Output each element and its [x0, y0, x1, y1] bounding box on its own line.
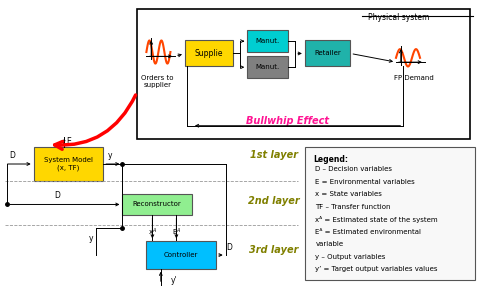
Text: Physical system: Physical system: [368, 13, 429, 22]
Text: y: y: [108, 151, 112, 160]
Text: x = State variables: x = State variables: [315, 191, 382, 197]
Bar: [146, 241, 216, 269]
Text: E$^A$: E$^A$: [172, 227, 181, 238]
Bar: [247, 30, 288, 52]
Bar: [34, 147, 103, 181]
Text: y: y: [89, 234, 94, 243]
Text: 1st layer: 1st layer: [250, 150, 298, 160]
Text: System Model
(x, TF): System Model (x, TF): [44, 157, 93, 171]
Bar: [305, 40, 350, 66]
Text: E: E: [66, 137, 71, 146]
Text: Reconstructor: Reconstructor: [133, 201, 181, 208]
Text: FP Demand: FP Demand: [394, 75, 433, 81]
Text: Supplie: Supplie: [194, 49, 223, 58]
Text: x$^A$: x$^A$: [148, 227, 157, 238]
Bar: [122, 194, 192, 215]
Text: 2nd layer: 2nd layer: [248, 196, 300, 206]
Text: variable: variable: [315, 241, 344, 247]
Text: Controller: Controller: [164, 252, 198, 258]
Text: D: D: [9, 151, 15, 160]
Text: D – Decision variables: D – Decision variables: [315, 166, 392, 172]
Bar: [185, 40, 233, 66]
Text: Manut.: Manut.: [255, 64, 280, 70]
Text: Manut.: Manut.: [255, 38, 280, 44]
Text: Bullwhip Effect: Bullwhip Effect: [247, 116, 329, 125]
Bar: [137, 9, 470, 139]
Text: TF – Transfer function: TF – Transfer function: [315, 204, 391, 210]
Bar: [247, 56, 288, 78]
Text: Legend:: Legend:: [313, 155, 348, 164]
FancyArrowPatch shape: [55, 95, 136, 149]
Text: xᴬ = Estimated state of the system: xᴬ = Estimated state of the system: [315, 216, 438, 223]
Text: E = Environmental variables: E = Environmental variables: [315, 179, 415, 185]
Text: D: D: [227, 243, 232, 252]
Text: 3rd layer: 3rd layer: [249, 245, 298, 255]
Bar: [305, 147, 475, 280]
Text: Orders to
supplier: Orders to supplier: [141, 75, 174, 88]
Text: D: D: [55, 191, 60, 200]
Text: y’ = Target output variables values: y’ = Target output variables values: [315, 266, 438, 272]
Text: Retailer: Retailer: [314, 51, 341, 56]
Text: y': y': [170, 276, 177, 285]
Text: Eᴬ = Estimated environmental: Eᴬ = Estimated environmental: [315, 229, 421, 235]
Text: y – Output variables: y – Output variables: [315, 254, 386, 260]
